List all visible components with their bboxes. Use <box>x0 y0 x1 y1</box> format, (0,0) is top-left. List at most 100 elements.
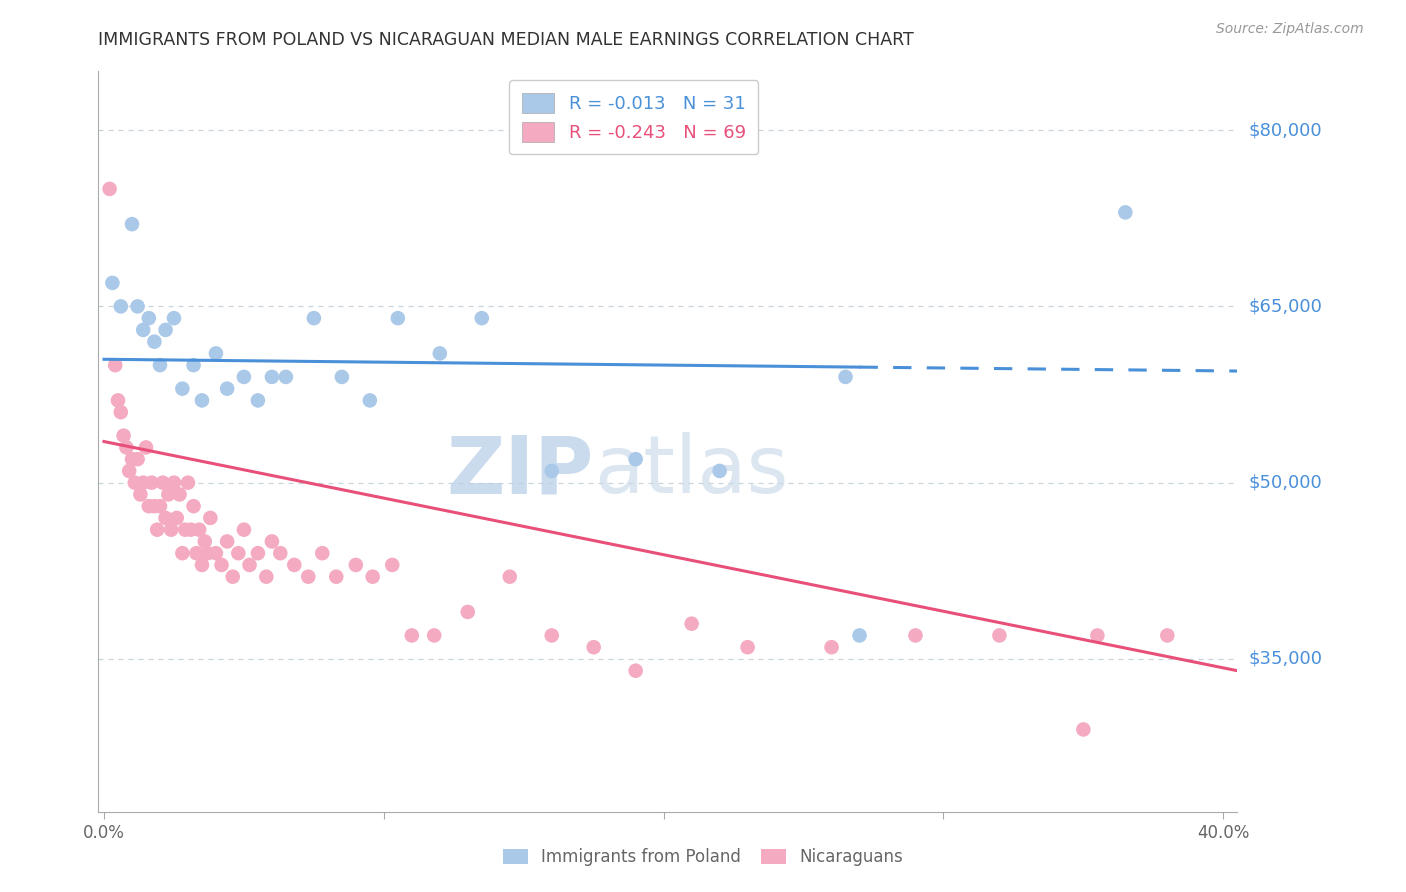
Point <box>194 534 217 549</box>
Point <box>135 441 157 455</box>
Point <box>217 382 239 396</box>
Point <box>183 499 205 513</box>
Point <box>232 370 254 384</box>
Point <box>211 558 233 572</box>
Point <box>138 311 160 326</box>
Point <box>423 628 446 642</box>
Point <box>269 546 291 560</box>
Point <box>152 475 174 490</box>
Text: atlas: atlas <box>593 432 789 510</box>
Point <box>121 452 143 467</box>
Point <box>330 370 353 384</box>
Point <box>582 640 605 655</box>
Point <box>834 370 856 384</box>
Point <box>141 475 163 490</box>
Point <box>124 475 146 490</box>
Point <box>297 570 319 584</box>
Point <box>160 523 183 537</box>
Point <box>681 616 703 631</box>
Point <box>118 464 141 478</box>
Point <box>254 570 277 584</box>
Point <box>132 323 155 337</box>
Point <box>1073 723 1095 737</box>
Point <box>186 546 208 560</box>
Point <box>624 452 647 467</box>
Point <box>149 358 172 372</box>
Point <box>155 511 177 525</box>
Point <box>848 628 870 642</box>
Point <box>274 370 297 384</box>
Point <box>238 558 260 572</box>
Point <box>110 299 132 313</box>
Point <box>988 628 1011 642</box>
Point <box>205 546 228 560</box>
Point <box>191 393 214 408</box>
Text: ZIP: ZIP <box>447 432 593 510</box>
Point <box>188 523 211 537</box>
Point <box>172 546 194 560</box>
Point <box>1114 205 1136 219</box>
Point <box>361 570 384 584</box>
Text: $65,000: $65,000 <box>1249 297 1322 316</box>
Point <box>174 523 197 537</box>
Point <box>429 346 451 360</box>
Point <box>709 464 731 478</box>
Point <box>163 475 186 490</box>
Point <box>157 487 180 501</box>
Point <box>197 546 219 560</box>
Point <box>325 570 347 584</box>
Point <box>228 546 250 560</box>
Point <box>101 276 124 290</box>
Point <box>138 499 160 513</box>
Point <box>155 323 177 337</box>
Point <box>381 558 404 572</box>
Point <box>260 534 283 549</box>
Point <box>471 311 494 326</box>
Point <box>104 358 127 372</box>
Point <box>98 182 121 196</box>
Text: IMMIGRANTS FROM POLAND VS NICARAGUAN MEDIAN MALE EARNINGS CORRELATION CHART: IMMIGRANTS FROM POLAND VS NICARAGUAN MED… <box>98 31 914 49</box>
Text: $80,000: $80,000 <box>1249 121 1322 139</box>
Point <box>222 570 245 584</box>
Point <box>387 311 409 326</box>
Point <box>191 558 214 572</box>
Point <box>246 393 269 408</box>
Point <box>146 523 169 537</box>
Legend: R = -0.013   N = 31, R = -0.243   N = 69: R = -0.013 N = 31, R = -0.243 N = 69 <box>509 80 758 154</box>
Text: Source: ZipAtlas.com: Source: ZipAtlas.com <box>1216 22 1364 37</box>
Text: $35,000: $35,000 <box>1249 650 1323 668</box>
Point <box>232 523 254 537</box>
Point <box>177 475 200 490</box>
Text: $50,000: $50,000 <box>1249 474 1322 491</box>
Point <box>172 382 194 396</box>
Point <box>200 511 222 525</box>
Point <box>183 358 205 372</box>
Point <box>737 640 759 655</box>
Point <box>143 334 166 349</box>
Point <box>127 299 149 313</box>
Point <box>624 664 647 678</box>
Point <box>344 558 367 572</box>
Point <box>499 570 522 584</box>
Point <box>302 311 325 326</box>
Point <box>163 311 186 326</box>
Point <box>115 441 138 455</box>
Point <box>283 558 305 572</box>
Point <box>110 405 132 419</box>
Point <box>540 628 562 642</box>
Point <box>143 499 166 513</box>
Point <box>180 523 202 537</box>
Point <box>107 393 129 408</box>
Point <box>359 393 381 408</box>
Point <box>217 534 239 549</box>
Point <box>127 452 149 467</box>
Point <box>311 546 333 560</box>
Point <box>820 640 842 655</box>
Point <box>166 511 188 525</box>
Point <box>457 605 479 619</box>
Legend: Immigrants from Poland, Nicaraguans: Immigrants from Poland, Nicaraguans <box>495 840 911 875</box>
Point <box>149 499 172 513</box>
Point <box>904 628 927 642</box>
Point <box>129 487 152 501</box>
Point <box>401 628 423 642</box>
